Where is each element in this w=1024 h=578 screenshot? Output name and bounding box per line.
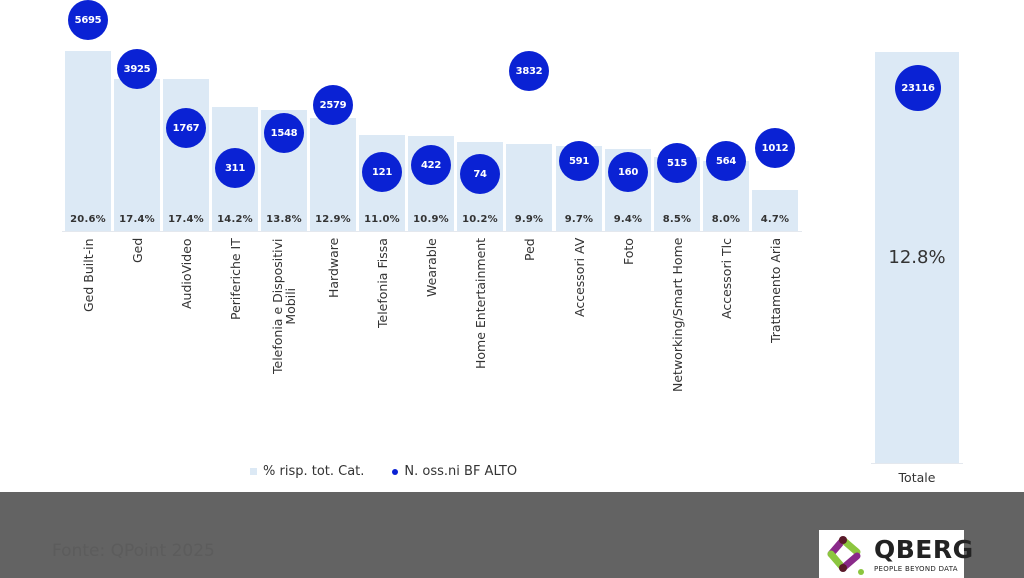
bar (506, 144, 552, 231)
category-label: Ged (129, 237, 145, 263)
count-bubble: 311 (215, 148, 255, 188)
bar-percent-label: 10.9% (413, 214, 449, 225)
bar-percent-label: 4.7% (760, 214, 790, 225)
category-label-text: Foto (620, 238, 636, 265)
bar-chart: 20.6% 5695 Ged Built-in 17.4% 3925 Ged 17.4% 17… (62, 0, 802, 392)
bar-percent-label: 17.4% (119, 214, 155, 225)
logo-mark-icon (827, 536, 864, 575)
count-bubble: 1767 (166, 108, 206, 148)
bar-percent-label: 10.2% (462, 214, 498, 225)
count-bubble: 121 (362, 152, 402, 192)
total-baseline (871, 463, 963, 464)
count-bubble: 422 (411, 145, 451, 185)
logo-brand: QBERG (874, 535, 974, 564)
category-label-text: Ged (129, 237, 145, 263)
category-label-text: Hardware (325, 237, 341, 298)
logo-tagline: PEOPLE BEYOND DATA (874, 565, 958, 573)
category-label: Hardware (325, 237, 341, 298)
total-bar (875, 52, 959, 463)
category-label-text: Trattamento Aria (767, 237, 783, 343)
bar (752, 190, 798, 231)
bar-percent-label: 13.8% (266, 214, 302, 225)
category-label: Periferiche IT (227, 238, 243, 320)
bar-percent-label: 11.0% (364, 214, 400, 225)
bar-percent-label: 14.2% (217, 214, 253, 225)
bar-percent-label: 8.0% (711, 214, 741, 225)
category-label-text: Ged Built-in (80, 238, 96, 312)
category-label: Ped (521, 238, 537, 261)
category-label-text: Ped (521, 238, 537, 261)
category-label: Wearable (423, 238, 439, 297)
count-bubble: 74 (460, 154, 500, 194)
count-bubble: 1012 (755, 128, 795, 168)
bar-percent-label: 9.9% (514, 214, 544, 225)
bar (163, 79, 209, 231)
legend-bubble-label: N. oss.ni BF ALTO (404, 464, 518, 479)
category-label-text: Telefonia Fissa (374, 238, 390, 328)
category-label: Telefonia e Dispositivi Mobili (270, 238, 298, 374)
bar-percent-label: 8.5% (662, 214, 692, 225)
count-bubble: 515 (657, 143, 697, 183)
bar (114, 79, 160, 231)
category-label: Trattamento Aria (767, 237, 783, 343)
bar-percent-label: 9.4% (613, 214, 643, 225)
count-bubble: 2579 (313, 85, 353, 125)
category-label-text: AudioVideo (178, 238, 194, 309)
category-label: Ged Built-in (80, 238, 96, 312)
category-label-text: Accessori AV (571, 237, 587, 317)
count-bubble: 1548 (264, 113, 304, 153)
count-bubble: 591 (559, 141, 599, 181)
category-label: Home Entertainment (472, 237, 488, 369)
bar (310, 118, 356, 231)
count-bubble: 564 (706, 141, 746, 181)
legend-bar-label: % risp. tot. Cat. (263, 464, 365, 479)
category-label-text: Home Entertainment (472, 237, 488, 369)
bar-percent-label: 20.6% (70, 214, 106, 225)
x-axis-baseline (62, 231, 802, 232)
count-bubble: 3832 (509, 51, 549, 91)
bar-percent-label: 12.9% (315, 214, 351, 225)
category-label: Networking/Smart Home (669, 237, 685, 392)
qberg-logo: QBERG PEOPLE BEYOND DATA (819, 530, 973, 578)
bar (65, 51, 111, 231)
count-bubble: 5695 (68, 0, 108, 40)
count-bubble: 160 (608, 152, 648, 192)
total-count-bubble: 23116 (895, 65, 941, 111)
category-label: Foto (620, 238, 636, 265)
category-label-text: Accessori Tlc (718, 237, 734, 319)
category-label: AudioVideo (178, 238, 194, 309)
total-label: Totale (898, 470, 936, 485)
category-label-text-line2: Mobili (283, 287, 298, 325)
legend-bar-swatch (250, 468, 257, 475)
category-label: Accessori AV (571, 237, 587, 317)
total-percent: 12.8% (888, 247, 946, 268)
source-note: Fonte: QPoint 2025 (52, 541, 215, 561)
category-label: Accessori Tlc (718, 237, 734, 319)
bar-percent-label: 9.7% (564, 214, 594, 225)
chart-legend: % risp. tot. Cat. N. oss.ni BF ALTO (250, 464, 517, 479)
count-bubble: 3925 (117, 49, 157, 89)
category-label-text: Periferiche IT (227, 238, 243, 320)
legend-bubble-swatch (392, 468, 399, 475)
category-label: Telefonia Fissa (374, 238, 390, 328)
category-label-text: Wearable (423, 238, 439, 297)
bar-percent-label: 17.4% (168, 214, 204, 225)
category-label-text: Networking/Smart Home (669, 237, 685, 392)
